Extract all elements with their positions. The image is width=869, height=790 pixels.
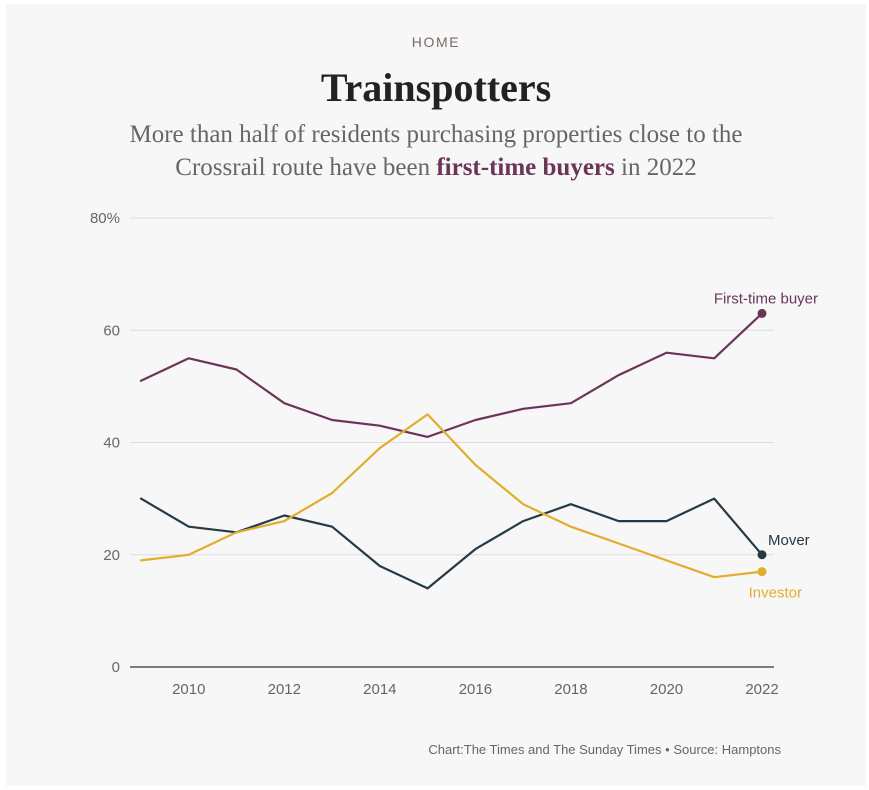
chart-panel: HOME Trainspotters More than half of res… — [6, 4, 866, 786]
series-end-marker-first-time-buyer — [757, 308, 767, 318]
series-label-mover: Mover — [768, 532, 810, 549]
x-tick-label-2016: 2016 — [459, 681, 492, 698]
footer-separator: • — [665, 742, 670, 757]
line-chart: 0 20 40 60 80% 2010 2012 2014 2016 2018 2020 2022 Fi… — [90, 210, 818, 698]
x-tick-label-2018: 2018 — [554, 681, 587, 698]
x-tick-label-2012: 2012 — [268, 681, 301, 698]
x-tick-label-2020: 2020 — [650, 681, 683, 698]
series-line-investor — [139, 413, 764, 579]
subtitle-line-2-end: in 2022 — [621, 154, 697, 181]
chart-title: Trainspotters — [320, 65, 552, 110]
subtitle-line-2-start: Crossrail route have been — [175, 154, 431, 181]
chart-footer: Chart:The Times and The Sunday Times • S… — [428, 742, 781, 757]
y-tick-label-20: 20 — [103, 547, 120, 564]
section-label: HOME — [411, 34, 461, 50]
chart-credit: Chart:The Times and The Sunday Times — [428, 742, 662, 757]
y-tick-label-0: 0 — [112, 659, 120, 676]
series-end-marker-mover — [757, 550, 767, 560]
series-line-first-time-buyer — [139, 312, 764, 438]
chart-source: Source: Hamptons — [673, 742, 781, 757]
x-tick-label-2022: 2022 — [745, 681, 778, 698]
y-tick-label-80: 80% — [90, 210, 120, 227]
series-line-mover — [139, 497, 764, 590]
series-label-first-time-buyer: First-time buyer — [714, 290, 818, 307]
y-tick-label-60: 60 — [103, 322, 120, 339]
x-tick-label-2010: 2010 — [172, 681, 205, 698]
subtitle-highlight: first-time buyers — [436, 154, 615, 181]
series-label-investor: Investor — [749, 585, 802, 602]
chart-subtitle: More than half of residents purchasing p… — [66, 118, 806, 184]
x-tick-label-2014: 2014 — [363, 681, 396, 698]
series-end-marker-investor — [757, 567, 767, 577]
y-tick-label-40: 40 — [103, 435, 120, 452]
subtitle-line-1: More than half of residents purchasing p… — [129, 121, 743, 148]
